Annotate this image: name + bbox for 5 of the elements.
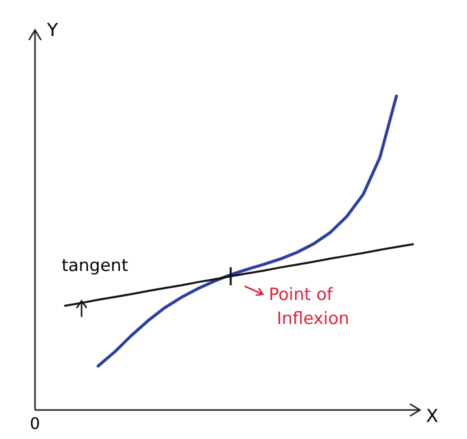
x-axis-title: X <box>426 406 438 427</box>
annotation: tangent <box>62 256 128 276</box>
annotation: Point of Inflexion <box>268 285 350 330</box>
text: 0 <box>30 414 40 433</box>
y-axis-title: Y <box>46 20 59 41</box>
